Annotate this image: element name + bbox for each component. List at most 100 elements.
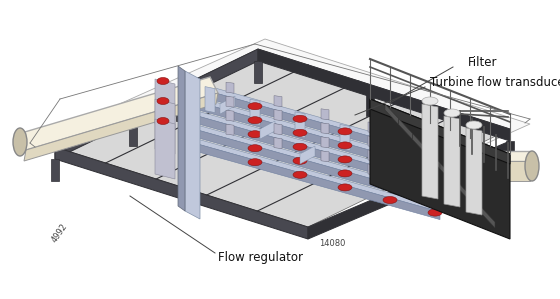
Polygon shape [422, 104, 438, 199]
Polygon shape [254, 61, 262, 83]
Ellipse shape [428, 167, 442, 174]
Polygon shape [444, 116, 460, 207]
Polygon shape [190, 123, 440, 198]
Polygon shape [190, 109, 440, 184]
Polygon shape [260, 121, 275, 139]
Polygon shape [155, 79, 175, 129]
Polygon shape [300, 146, 315, 164]
Polygon shape [129, 124, 137, 146]
Polygon shape [190, 81, 440, 156]
Polygon shape [226, 82, 234, 93]
Polygon shape [205, 87, 215, 113]
Ellipse shape [383, 155, 397, 161]
Ellipse shape [293, 115, 307, 122]
Polygon shape [190, 95, 440, 170]
Ellipse shape [466, 121, 482, 129]
Ellipse shape [338, 170, 352, 177]
Polygon shape [370, 99, 510, 164]
Polygon shape [430, 150, 440, 176]
Polygon shape [178, 66, 185, 211]
Polygon shape [481, 207, 495, 228]
Polygon shape [55, 49, 510, 227]
Polygon shape [308, 141, 510, 239]
Polygon shape [340, 124, 350, 150]
Polygon shape [454, 178, 468, 199]
Polygon shape [368, 150, 376, 161]
Polygon shape [176, 99, 184, 121]
Polygon shape [274, 138, 282, 149]
Polygon shape [51, 159, 59, 181]
Polygon shape [368, 136, 376, 147]
Polygon shape [321, 109, 329, 120]
Polygon shape [190, 86, 440, 164]
Polygon shape [258, 49, 510, 141]
Ellipse shape [248, 159, 262, 166]
Ellipse shape [248, 131, 262, 138]
Text: Turbine flow transducer: Turbine flow transducer [430, 77, 560, 89]
Polygon shape [226, 124, 234, 135]
Polygon shape [466, 128, 482, 215]
Polygon shape [274, 124, 282, 135]
Polygon shape [274, 96, 282, 107]
Polygon shape [368, 122, 376, 133]
Polygon shape [451, 126, 459, 148]
Polygon shape [55, 49, 258, 159]
Polygon shape [430, 151, 530, 161]
Text: 4992: 4992 [50, 222, 69, 244]
Polygon shape [370, 99, 510, 239]
Ellipse shape [383, 169, 397, 176]
Polygon shape [468, 193, 481, 213]
Polygon shape [399, 119, 413, 140]
Ellipse shape [293, 129, 307, 136]
Polygon shape [24, 93, 218, 161]
Ellipse shape [157, 97, 169, 104]
Ellipse shape [428, 209, 442, 216]
Ellipse shape [428, 195, 442, 202]
Polygon shape [185, 71, 200, 219]
Polygon shape [426, 148, 440, 169]
Ellipse shape [338, 128, 352, 135]
Polygon shape [30, 39, 530, 229]
Ellipse shape [525, 151, 539, 181]
Ellipse shape [157, 118, 169, 124]
Polygon shape [321, 137, 329, 148]
Ellipse shape [293, 143, 307, 150]
Ellipse shape [248, 145, 262, 152]
Polygon shape [226, 110, 234, 121]
Ellipse shape [444, 109, 460, 117]
Polygon shape [190, 137, 440, 212]
Ellipse shape [428, 153, 442, 160]
Polygon shape [55, 147, 308, 239]
Polygon shape [430, 161, 530, 181]
Polygon shape [440, 163, 454, 184]
Ellipse shape [248, 103, 262, 110]
Text: 14080: 14080 [319, 239, 345, 248]
Polygon shape [385, 137, 395, 163]
Polygon shape [274, 110, 282, 120]
Polygon shape [220, 96, 235, 114]
Ellipse shape [338, 184, 352, 191]
Text: Filter: Filter [468, 57, 497, 69]
Ellipse shape [338, 156, 352, 163]
Ellipse shape [383, 141, 397, 147]
Polygon shape [18, 77, 218, 150]
Text: Flow regulator: Flow regulator [218, 251, 303, 263]
Polygon shape [226, 96, 234, 107]
Polygon shape [155, 119, 175, 179]
Ellipse shape [293, 171, 307, 178]
Polygon shape [190, 114, 440, 192]
Ellipse shape [338, 142, 352, 149]
Polygon shape [155, 99, 175, 154]
Polygon shape [190, 142, 440, 219]
Polygon shape [321, 151, 329, 162]
Ellipse shape [13, 128, 27, 156]
Polygon shape [385, 104, 399, 125]
Polygon shape [295, 112, 305, 138]
Polygon shape [190, 128, 440, 206]
Ellipse shape [383, 182, 397, 190]
Ellipse shape [157, 77, 169, 85]
Ellipse shape [248, 117, 262, 124]
Ellipse shape [293, 157, 307, 164]
Ellipse shape [428, 181, 442, 188]
Polygon shape [366, 94, 374, 116]
